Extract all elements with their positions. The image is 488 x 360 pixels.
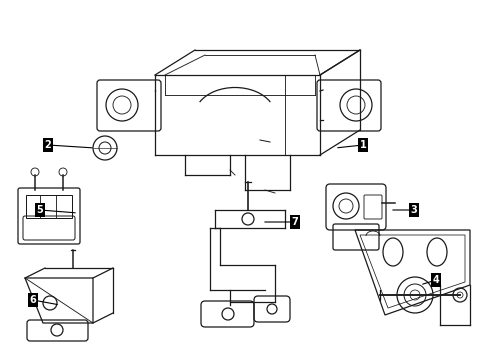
Text: 3: 3 bbox=[410, 205, 417, 215]
Text: 4: 4 bbox=[432, 275, 439, 285]
Text: 2: 2 bbox=[44, 140, 51, 150]
Text: 7: 7 bbox=[291, 217, 298, 227]
Text: 6: 6 bbox=[30, 295, 36, 305]
Text: 1: 1 bbox=[359, 140, 366, 150]
Text: 5: 5 bbox=[37, 205, 43, 215]
